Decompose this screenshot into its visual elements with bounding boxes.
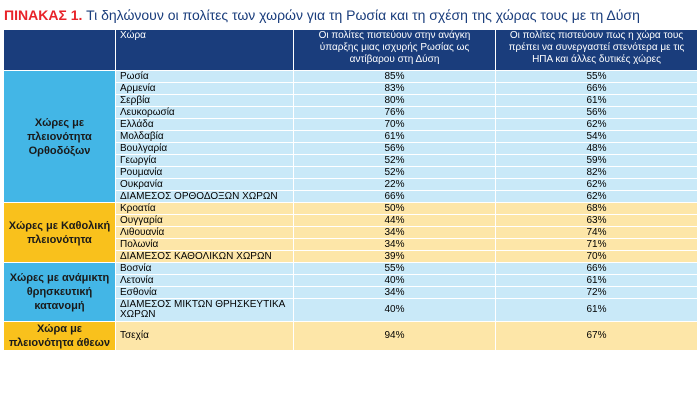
value-cell: 61% bbox=[495, 94, 698, 107]
table-row-average: ΔΙΑΜΕΣΟΣ ΟΡΘΟΔΟΞΩΝ ΧΩΡΩΝ 66% 62% bbox=[4, 190, 698, 203]
table-row: Ρουμανία 52% 82% bbox=[4, 166, 698, 179]
country-cell: Λετονία bbox=[115, 274, 294, 287]
value-cell: 63% bbox=[495, 214, 698, 227]
country-cell: Κροατία bbox=[115, 202, 294, 215]
value-cell: 39% bbox=[293, 250, 496, 263]
country-cell: Λιθουανία bbox=[115, 226, 294, 239]
country-cell: Ουγγαρία bbox=[115, 214, 294, 227]
value-cell: 61% bbox=[293, 130, 496, 143]
header-group bbox=[3, 29, 116, 71]
table-row: Λετονία 40% 61% bbox=[4, 274, 698, 287]
table-caption: Τι δηλώνουν οι πολίτες των χωρών για τη … bbox=[86, 7, 640, 23]
table-row: Χώρες με Καθολική πλειονότητα Κροατία 50… bbox=[3, 202, 698, 263]
value-cell: 22% bbox=[293, 178, 496, 191]
country-cell: Πολωνία bbox=[115, 238, 294, 251]
value-cell: 66% bbox=[495, 82, 698, 95]
country-cell: Ουκρανία bbox=[115, 178, 294, 191]
value-cell: 56% bbox=[495, 106, 698, 119]
value-cell: 55% bbox=[293, 262, 496, 275]
value-cell: 71% bbox=[495, 238, 698, 251]
group-label-catholic: Χώρες με Καθολική πλειονότητα bbox=[3, 202, 116, 263]
table-row: Λευκορωσία 76% 56% bbox=[4, 106, 698, 119]
average-label: ΔΙΑΜΕΣΟΣ ΚΑΘΟΛΙΚΩΝ ΧΩΡΩΝ bbox=[115, 250, 294, 263]
value-cell: 62% bbox=[495, 190, 698, 203]
value-cell: 62% bbox=[495, 178, 698, 191]
value-cell: 76% bbox=[293, 106, 496, 119]
country-cell: Τσεχία bbox=[115, 321, 294, 351]
header-strong-russia: Οι πολίτες πιστεύουν στην ανάγκη ύπαρξης… bbox=[293, 29, 496, 71]
value-cell: 62% bbox=[495, 118, 698, 131]
country-cell: Βοσνία bbox=[115, 262, 294, 275]
value-cell: 66% bbox=[495, 262, 698, 275]
table-title: ΠΙΝΑΚΑΣ 1. Τι δηλώνουν οι πολίτες των χω… bbox=[4, 4, 696, 26]
value-cell: 85% bbox=[293, 70, 496, 83]
country-cell: Ρωσία bbox=[115, 70, 294, 83]
country-cell: Εσθονία bbox=[115, 286, 294, 299]
value-cell: 61% bbox=[495, 274, 698, 287]
value-cell: 40% bbox=[293, 298, 496, 322]
value-cell: 52% bbox=[293, 154, 496, 167]
group-label-atheist: Χώρα με πλειονότητα άθεων bbox=[3, 321, 116, 351]
value-cell: 82% bbox=[495, 166, 698, 179]
value-cell: 80% bbox=[293, 94, 496, 107]
value-cell: 94% bbox=[293, 321, 496, 351]
country-cell: Λευκορωσία bbox=[115, 106, 294, 119]
table-row: Χώρα με πλειονότητα άθεων Τσεχία 94% 67% bbox=[3, 321, 698, 351]
value-cell: 44% bbox=[293, 214, 496, 227]
table-row: Χώρες με ανάμικτη θρησκευτική κατανομή Β… bbox=[3, 262, 698, 322]
country-cell: Ρουμανία bbox=[115, 166, 294, 179]
group-label-orthodox: Χώρες με πλειονότητα Ορθοδόξων bbox=[3, 70, 116, 203]
table-row-average: ΔΙΑΜΕΣΟΣ ΜΙΚΤΩΝ ΘΡΗΣΚΕΥΤΙΚΑ ΧΩΡΩΝ 40% 61… bbox=[4, 298, 698, 322]
value-cell: 74% bbox=[495, 226, 698, 239]
table-row: Γεωργία 52% 59% bbox=[4, 154, 698, 167]
country-cell: Ελλάδα bbox=[115, 118, 294, 131]
value-cell: 68% bbox=[495, 202, 698, 215]
value-cell: 55% bbox=[495, 70, 698, 83]
survey-table: Χώρα Οι πολίτες πιστεύουν στην ανάγκη ύπ… bbox=[3, 29, 698, 351]
group-label-mixed: Χώρες με ανάμικτη θρησκευτική κατανομή bbox=[3, 262, 116, 322]
table-row: Ουγγαρία 44% 63% bbox=[4, 214, 698, 227]
value-cell: 70% bbox=[495, 250, 698, 263]
value-cell: 34% bbox=[293, 286, 496, 299]
header-cooperate-west: Οι πολίτες πιστεύουν πως η χώρα τους πρέ… bbox=[495, 29, 698, 71]
value-cell: 34% bbox=[293, 226, 496, 239]
value-cell: 56% bbox=[293, 142, 496, 155]
value-cell: 70% bbox=[293, 118, 496, 131]
average-label: ΔΙΑΜΕΣΟΣ ΟΡΘΟΔΟΞΩΝ ΧΩΡΩΝ bbox=[115, 190, 294, 203]
value-cell: 72% bbox=[495, 286, 698, 299]
table-row: Χώρες με πλειονότητα Ορθοδόξων Ρωσία 85%… bbox=[3, 70, 698, 203]
value-cell: 48% bbox=[495, 142, 698, 155]
average-label: ΔΙΑΜΕΣΟΣ ΜΙΚΤΩΝ ΘΡΗΣΚΕΥΤΙΚΑ ΧΩΡΩΝ bbox=[115, 298, 294, 322]
country-cell: Μολδαβία bbox=[115, 130, 294, 143]
header-country: Χώρα bbox=[115, 29, 294, 71]
country-cell: Γεωργία bbox=[115, 154, 294, 167]
value-cell: 50% bbox=[293, 202, 496, 215]
table-header-row: Χώρα Οι πολίτες πιστεύουν στην ανάγκη ύπ… bbox=[3, 29, 698, 71]
value-cell: 59% bbox=[495, 154, 698, 167]
value-cell: 66% bbox=[293, 190, 496, 203]
value-cell: 67% bbox=[495, 321, 698, 351]
value-cell: 52% bbox=[293, 166, 496, 179]
country-cell: Σερβία bbox=[115, 94, 294, 107]
value-cell: 61% bbox=[495, 298, 698, 322]
country-cell: Βουλγαρία bbox=[115, 142, 294, 155]
table-row: Μολδαβία 61% 54% bbox=[4, 130, 698, 143]
value-cell: 83% bbox=[293, 82, 496, 95]
table-number: ΠΙΝΑΚΑΣ 1. bbox=[4, 7, 83, 23]
value-cell: 54% bbox=[495, 130, 698, 143]
country-cell: Αρμενία bbox=[115, 82, 294, 95]
value-cell: 40% bbox=[293, 274, 496, 287]
table-row: Ελλάδα 70% 62% bbox=[4, 118, 698, 131]
value-cell: 34% bbox=[293, 238, 496, 251]
